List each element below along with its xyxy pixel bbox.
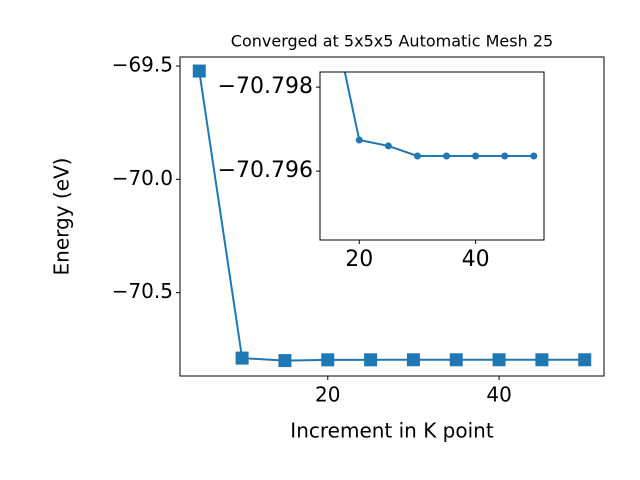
axes-frame [179, 56, 605, 377]
x-tick-label: 40 [486, 383, 511, 407]
data-point [501, 152, 509, 160]
y-tick-label: −70.5 [112, 279, 173, 303]
data-point [321, 353, 335, 367]
axes-frame [319, 71, 545, 241]
x-axis-label: Increment in K point [290, 419, 494, 443]
data-point [530, 152, 538, 160]
data-point [384, 142, 392, 150]
data-point [413, 152, 421, 160]
data-point [472, 152, 480, 160]
x-tick-label: 20 [345, 247, 373, 272]
data-point [406, 353, 420, 367]
chart-title: Converged at 5x5x5 Automatic Mesh 25 [231, 32, 553, 51]
y-axis-label: Energy (eV) [50, 158, 74, 276]
data-line [343, 72, 534, 157]
data-point [492, 353, 506, 367]
data-point [327, 0, 334, 7]
y-tick-label: −70.0 [112, 166, 173, 190]
data-point [578, 353, 592, 367]
data-point [192, 64, 206, 78]
data-line [198, 70, 585, 362]
x-tick-label: 40 [462, 247, 490, 272]
plot-content [192, 64, 592, 368]
data-point [443, 152, 451, 160]
y-tick-label: −69.5 [112, 53, 173, 77]
y-tick-label: −70.798 [218, 74, 313, 99]
data-point [449, 353, 463, 367]
x-tick-label: 20 [315, 383, 340, 407]
data-point [235, 351, 249, 365]
data-point [355, 136, 363, 144]
data-point [278, 354, 292, 368]
y-tick-label: −70.796 [218, 158, 313, 183]
plot-content [327, 0, 538, 160]
data-point [364, 353, 378, 367]
data-point [535, 353, 549, 367]
